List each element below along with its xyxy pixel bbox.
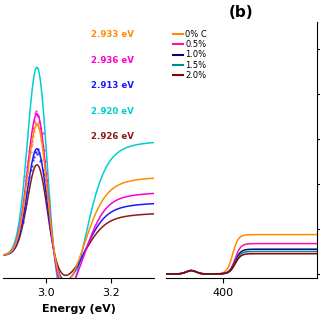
Point [38,158,43,164]
Point [42,158,47,163]
Point [31,154,36,159]
Point [37,151,42,156]
Point [41,148,46,153]
Point [32,121,37,126]
Point [21,200,27,205]
Point [27,155,32,160]
Point [28,143,33,148]
Point [33,121,38,126]
Point [37,119,42,124]
Point [20,209,25,214]
Point [29,164,34,169]
Point [45,197,51,203]
Point [29,138,34,143]
Point [26,158,31,164]
Point [38,125,43,131]
Point [33,108,38,114]
Point [42,171,47,176]
Point [26,181,31,186]
Point [25,169,30,174]
Point [40,130,45,135]
Point [20,203,25,208]
Point [27,175,32,180]
Text: 2.926 eV: 2.926 eV [91,132,133,141]
Point [41,156,46,161]
Point [40,144,45,149]
X-axis label: Energy (eV): Energy (eV) [42,304,116,314]
Point [45,210,51,215]
Point [24,200,29,205]
Point [24,173,29,179]
Point [21,196,27,201]
Text: 2.933 eV: 2.933 eV [91,30,133,39]
Point [39,138,44,143]
Point [39,133,44,138]
Point [35,122,40,127]
Point [44,182,50,187]
Point [42,178,47,183]
Point [22,188,28,193]
Point [35,113,40,118]
Point [44,178,50,183]
Point [46,214,52,219]
Point [39,157,44,162]
Point [30,133,35,139]
Point [20,219,25,224]
Point [46,199,52,204]
Point [35,152,40,157]
Point [22,205,28,210]
Point [38,126,43,132]
Point [36,114,41,119]
Point [41,172,46,177]
Point [22,190,28,195]
Point [36,147,41,152]
Point [33,149,38,155]
Text: 2.913 eV: 2.913 eV [91,81,133,90]
Point [40,168,45,173]
Point [37,125,42,130]
Point [25,189,30,195]
Point [31,118,36,124]
Point [21,209,27,214]
Point [31,129,36,134]
Legend: 0% C, 0.5%, 1.0%, 1.5%, 2.0%: 0% C, 0.5%, 1.0%, 1.5%, 2.0% [172,29,208,81]
Point [43,188,48,193]
Point [28,167,33,172]
Point [28,149,33,155]
Point [26,169,31,174]
Point [24,177,29,182]
Point [32,150,37,155]
Point [46,204,52,209]
Title: (b): (b) [229,5,254,20]
Text: 2.920 eV: 2.920 eV [91,107,133,116]
Point [29,142,34,147]
Point [30,126,35,131]
Point [36,122,41,127]
Point [43,172,48,177]
Point [32,111,37,116]
Text: 2.936 eV: 2.936 eV [91,56,133,65]
Point [30,157,35,163]
Point [43,172,48,177]
Point [27,148,32,153]
Point [25,164,30,169]
Point [45,197,51,202]
Point [44,194,50,199]
